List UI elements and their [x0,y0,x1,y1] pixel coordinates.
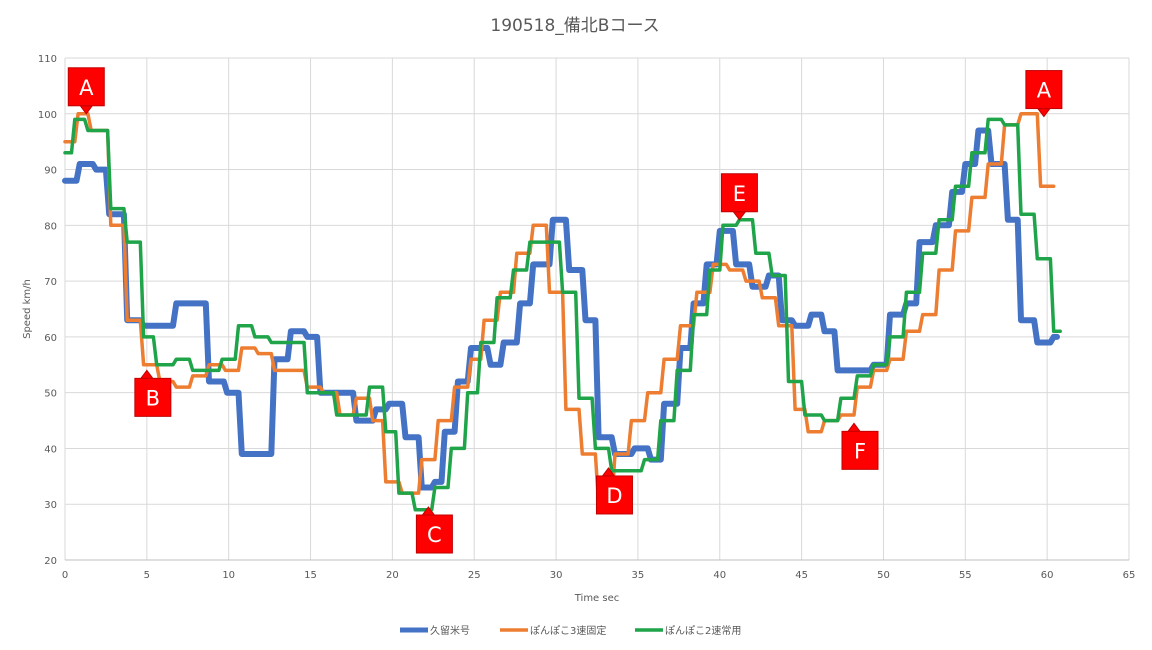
callout-label: A [1037,79,1052,103]
x-axis-label: Time sec [574,593,620,604]
callout-box [1025,70,1063,110]
y-tick-label: 90 [44,166,57,177]
x-tick-label: 60 [1041,570,1054,581]
callout-box [841,430,879,470]
legend-label-0: 久留米号 [430,624,470,637]
callout-label: D [606,484,622,508]
x-tick-label: 30 [550,570,563,581]
y-tick-label: 80 [44,221,57,232]
x-tick-label: 15 [304,570,317,581]
callout-F: F [841,422,879,470]
callout-label: A [79,76,94,100]
callout-box [134,377,172,417]
axes: 0 5 10 15 20 25 30 35 40 45 50 55 60 65 20 30 40 50 60 70 80… [38,54,1135,581]
legend: 久留米号 ぽんぽこ3速固定 ぽんぽこ2速常用 [400,624,741,637]
callout-box [415,514,453,554]
callout-box [595,475,633,515]
callout-box [67,67,105,107]
x-tick-label: 25 [468,570,481,581]
series-line-2 [63,117,1062,512]
y-tick-label: 100 [38,110,57,121]
callout-label: C [427,523,442,547]
callout-box [720,173,758,213]
x-tick-label: 55 [959,570,972,581]
x-tick-label: 20 [386,570,399,581]
x-tick-label: 0 [62,570,68,581]
x-tick-label: 40 [713,570,726,581]
series-lines [62,112,1062,512]
callout-D: D [595,467,633,515]
x-tick-label: 45 [795,570,808,581]
y-tick-label: 110 [38,54,57,65]
y-tick-label: 30 [44,500,57,511]
legend-label-2: ぽんぽこ2速常用 [665,624,741,637]
callout-E: E [720,173,758,221]
callout-C: C [415,506,453,554]
x-tick-label: 65 [1123,570,1136,581]
y-axis-label: Speed km/h [22,279,33,339]
callout-A: A [67,67,105,115]
y-tick-label: 20 [44,556,57,567]
callout-A: A [1025,70,1063,118]
x-tick-label: 10 [222,570,235,581]
x-tick-label: 50 [877,570,890,581]
x-tick-label: 35 [632,570,645,581]
y-tick-label: 50 [44,389,57,400]
legend-label-1: ぽんぽこ3速固定 [530,624,606,637]
y-tick-label: 70 [44,277,57,288]
chart-title: 190518_備北Bコース [490,16,659,36]
series-line-1 [63,112,1056,506]
callout-B: B [134,369,172,417]
y-tick-label: 60 [44,333,57,344]
callout-label: E [733,182,746,206]
callout-label: B [146,386,160,410]
y-tick-label: 40 [44,444,57,455]
x-tick-label: 5 [144,570,150,581]
callouts: A B C D E F A [67,67,1063,554]
callout-label: F [854,439,866,463]
